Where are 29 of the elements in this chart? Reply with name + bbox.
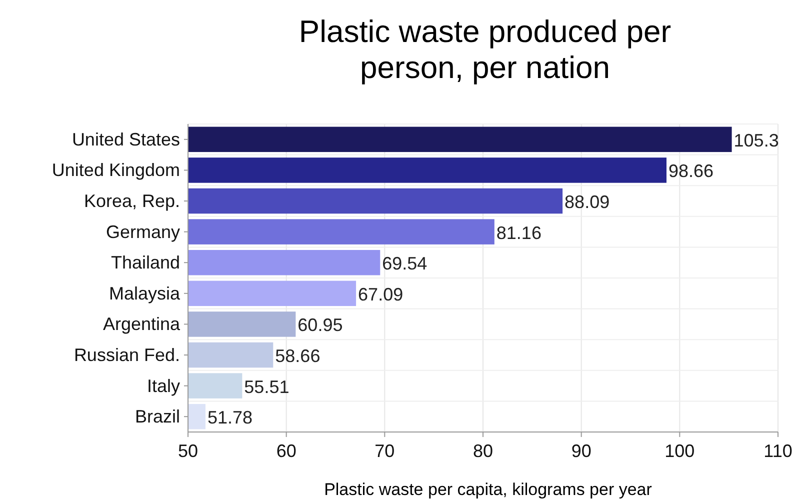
x-tick-label: 100 [664, 441, 695, 461]
x-tick-label: 60 [276, 441, 296, 461]
y-tick-label: United States [72, 129, 180, 150]
y-tick-label: Brazil [134, 406, 180, 427]
data-label: 98.66 [668, 161, 714, 182]
y-tick-label: Korea, Rep. [84, 191, 180, 211]
data-label: 58.66 [275, 346, 320, 366]
x-tick-label: 80 [472, 441, 494, 461]
x-tick-label: 110 [764, 441, 792, 461]
x-tick-label: 70 [374, 441, 395, 461]
data-label: 105.3 [734, 130, 779, 150]
data-label: 55.51 [244, 376, 290, 397]
y-tick-label: Argentina [102, 314, 181, 334]
data-label: 67.09 [358, 284, 404, 304]
data-label: 60.95 [298, 315, 343, 336]
y-tick-label: Malaysia [108, 283, 181, 304]
y-tick-label: Russian Fed. [74, 345, 180, 365]
x-tick-label: 50 [178, 441, 198, 461]
y-tick-label: Italy [146, 376, 180, 396]
y-tick-label: Germany [106, 222, 180, 242]
x-axis-title: Plastic waste per capita, kilograms per year [324, 480, 652, 499]
data-label: 69.54 [382, 254, 428, 274]
x-tick-label: 90 [571, 441, 592, 461]
data-label: 81.16 [496, 222, 542, 243]
data-label: 51.78 [208, 408, 253, 428]
y-tick-label: United Kingdom [52, 160, 180, 180]
chart-title: Plastic waste produced per person, per nation [298, 14, 672, 85]
data-label: 88.09 [564, 192, 610, 212]
y-tick-label: Thailand [110, 252, 180, 273]
